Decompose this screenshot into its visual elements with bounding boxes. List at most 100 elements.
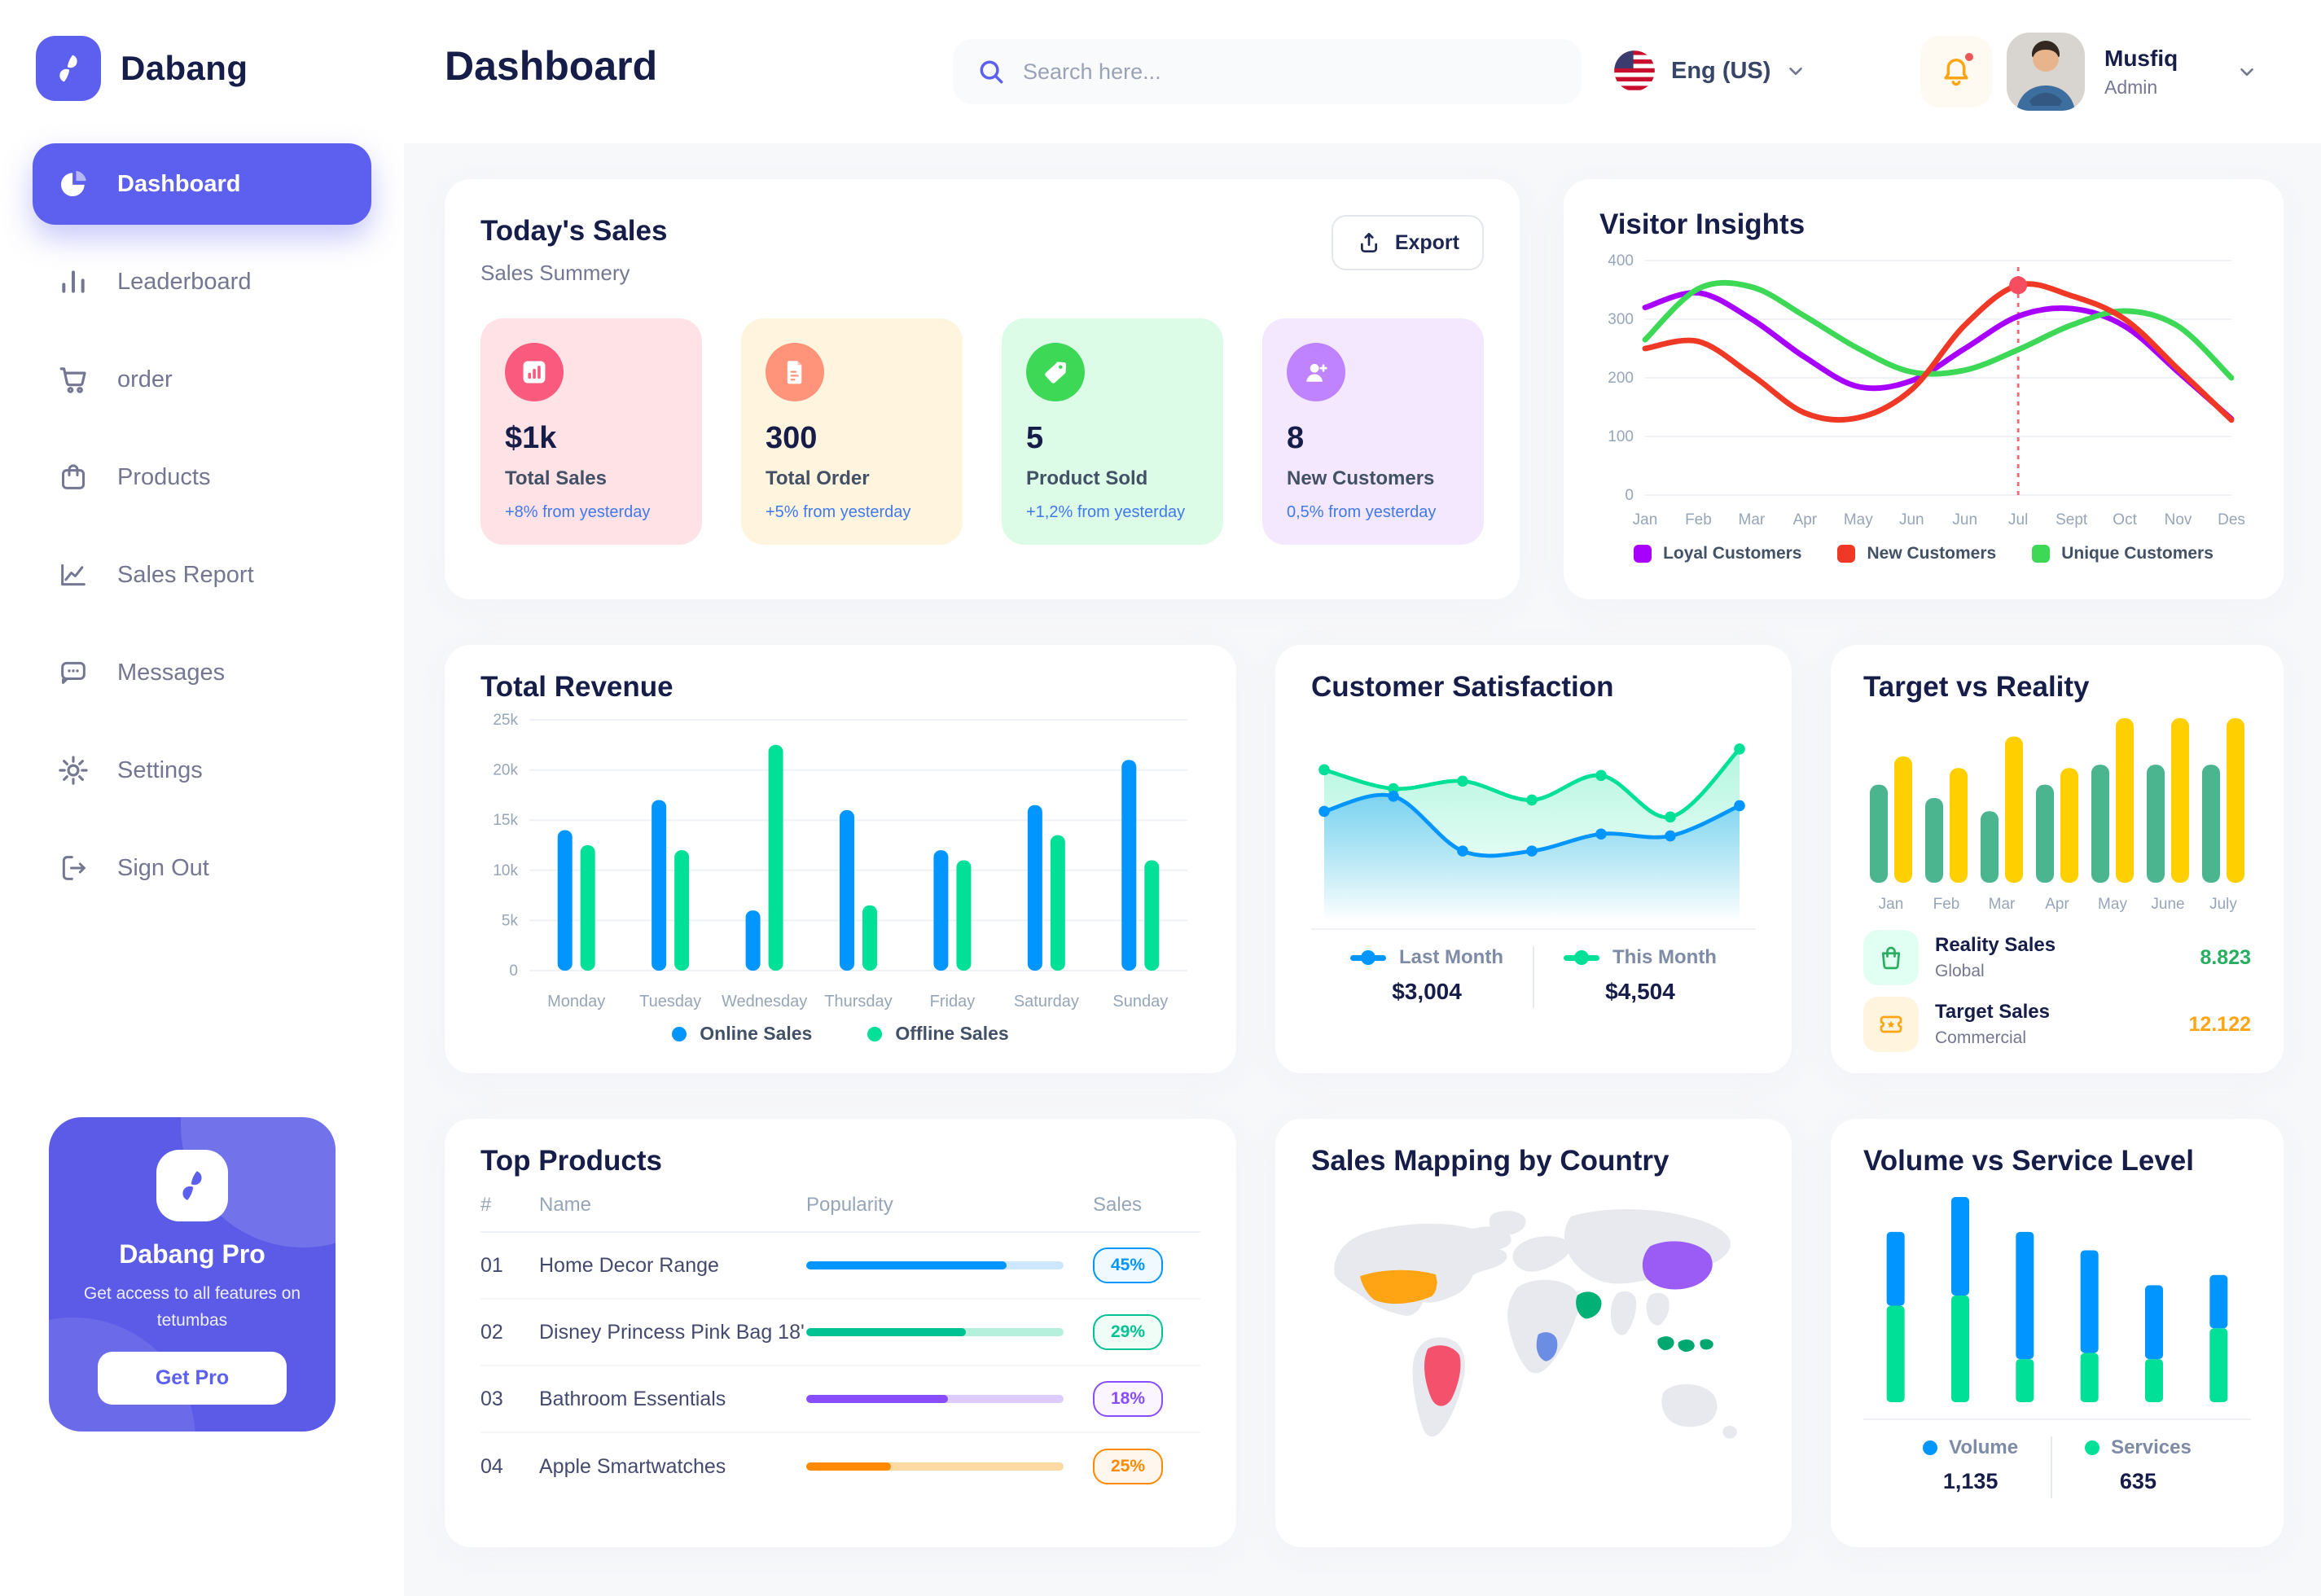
popularity-bar bbox=[806, 1261, 1064, 1269]
notification-badge bbox=[1963, 50, 1976, 64]
stat-card-product-sold: 5 Product Sold +1,2% from yesterday bbox=[1002, 318, 1223, 545]
table-row[interactable]: 03 Bathroom Essentials 18% bbox=[480, 1366, 1200, 1433]
map-country-indonesia bbox=[1657, 1336, 1713, 1353]
brand-logo-icon bbox=[36, 36, 101, 101]
sidebar-item-messages[interactable]: Messages bbox=[33, 632, 371, 713]
svg-text:Jun: Jun bbox=[1899, 511, 1924, 528]
sidebar-item-products[interactable]: Products bbox=[33, 436, 371, 518]
map-country-china bbox=[1642, 1241, 1713, 1290]
svg-text:Jul: Jul bbox=[2008, 511, 2028, 528]
get-pro-button[interactable]: Get Pro bbox=[98, 1352, 287, 1405]
stat-label: Total Sales bbox=[505, 467, 607, 489]
total-revenue-legend: Online Sales Offline Sales bbox=[480, 1023, 1200, 1045]
svg-text:300: 300 bbox=[1608, 311, 1634, 328]
volume-value: 1,135 bbox=[1942, 1469, 1999, 1493]
stat-value: 5 bbox=[1026, 421, 1044, 455]
svg-text:Mar: Mar bbox=[1739, 511, 1766, 528]
product-num: 02 bbox=[480, 1320, 503, 1344]
sidebar-item-settings[interactable]: Settings bbox=[33, 730, 371, 811]
language-selector[interactable]: Eng (US) bbox=[1612, 49, 1806, 93]
last-month-value: $3,004 bbox=[1392, 979, 1462, 1004]
svg-text:Monday: Monday bbox=[547, 993, 605, 1011]
svg-text:Wednesday: Wednesday bbox=[722, 993, 807, 1011]
unique-customers-swatch bbox=[2032, 545, 2051, 563]
todays-sales-subtitle: Sales Summery bbox=[480, 261, 630, 285]
svg-text:June: June bbox=[2151, 896, 2184, 913]
stat-cards: $1k Total Sales +8% from yesterday 300 T… bbox=[480, 318, 1484, 545]
legend-label: Offline Sales bbox=[895, 1023, 1009, 1044]
stat-value: 8 bbox=[1287, 421, 1305, 455]
customer-satisfaction-legend: Last Month $3,004 This Month $4,504 bbox=[1311, 946, 1756, 1008]
legend-label: Unique Customers bbox=[2061, 544, 2214, 563]
sidebar-item-sign-out[interactable]: Sign Out bbox=[33, 827, 371, 909]
pro-logo-icon bbox=[156, 1150, 228, 1221]
total-revenue-title: Total Revenue bbox=[480, 671, 673, 703]
volume-service-card: Volume vs Service Level Volume 1,135 Ser… bbox=[1831, 1119, 2284, 1547]
product-name: Bathroom Essentials bbox=[539, 1387, 726, 1410]
stat-label: New Customers bbox=[1287, 467, 1435, 489]
sales-badge: 25% bbox=[1093, 1449, 1164, 1484]
sidebar-item-dashboard[interactable]: Dashboard bbox=[33, 143, 371, 225]
bag-icon bbox=[1863, 930, 1919, 985]
tag-icon bbox=[1026, 343, 1085, 401]
user-role: Admin bbox=[2104, 76, 2158, 98]
stat-delta: +1,2% from yesterday bbox=[1026, 503, 1186, 521]
legend-label: Volume bbox=[1949, 1436, 2019, 1458]
svg-text:10k: 10k bbox=[493, 862, 518, 879]
svg-text:May: May bbox=[1844, 511, 1873, 528]
sidebar-item-order[interactable]: order bbox=[33, 339, 371, 420]
svg-text:Apr: Apr bbox=[1793, 511, 1818, 528]
sidebar-item-label: order bbox=[117, 366, 173, 392]
svg-text:Des: Des bbox=[2218, 511, 2245, 528]
col-header-name: Name bbox=[539, 1194, 592, 1216]
export-button[interactable]: Export bbox=[1331, 215, 1484, 270]
svg-text:Jan: Jan bbox=[1633, 511, 1658, 528]
receipt-icon bbox=[766, 343, 824, 401]
legend-label: Loyal Customers bbox=[1663, 544, 1802, 563]
total-revenue-card: Total Revenue 0 5k 10k 15k 20k 25k Monday Tuesd… bbox=[445, 645, 1236, 1073]
stat-value: $1k bbox=[505, 421, 557, 455]
export-label: Export bbox=[1394, 230, 1459, 254]
user-profile[interactable]: Musfiq Admin bbox=[2007, 33, 2257, 111]
pro-title: Dabang Pro bbox=[119, 1239, 265, 1269]
sidebar-item-label: Sign Out bbox=[117, 854, 209, 881]
svg-text:200: 200 bbox=[1608, 370, 1634, 387]
pro-upgrade-card: Dabang Pro Get access to all features on… bbox=[49, 1117, 336, 1432]
table-row[interactable]: 04 Apple Smartwatches 25% bbox=[480, 1433, 1200, 1500]
volume-service-legend: Volume 1,135 Services 635 bbox=[1863, 1436, 2251, 1498]
search-bar bbox=[953, 39, 1582, 104]
visitor-insights-chart: 0 100 200 300 400 Jan Feb Mar Apr May Jun Jun Jul Sep… bbox=[1599, 248, 2248, 537]
search-input[interactable] bbox=[1023, 59, 1559, 85]
bell-icon bbox=[1938, 54, 1974, 90]
legend-sub: Commercial bbox=[1935, 1028, 2027, 1047]
map-country-dr-congo bbox=[1536, 1332, 1558, 1361]
table-row[interactable]: 01 Home Decor Range 45% bbox=[480, 1233, 1200, 1300]
chevron-down-icon bbox=[2236, 61, 2257, 82]
top-products-title: Top Products bbox=[480, 1145, 662, 1177]
svg-text:Sunday: Sunday bbox=[1112, 993, 1168, 1011]
sidebar-item-sales-report[interactable]: Sales Report bbox=[33, 534, 371, 616]
stat-label: Product Sold bbox=[1026, 467, 1148, 489]
popularity-bar bbox=[806, 1395, 1064, 1403]
world-map bbox=[1311, 1184, 1756, 1477]
stat-card-total-sales: $1k Total Sales +8% from yesterday bbox=[480, 318, 702, 545]
sign-out-icon bbox=[55, 850, 91, 886]
sidebar-item-leaderboard[interactable]: Leaderboard bbox=[33, 241, 371, 322]
stat-card-total-order: 300 Total Order +5% from yesterday bbox=[741, 318, 963, 545]
sales-mapping-card: Sales Mapping by Country bbox=[1275, 1119, 1792, 1547]
customer-satisfaction-card: Customer Satisfaction Last Month $3,004 … bbox=[1275, 645, 1792, 1073]
legend-sub: Global bbox=[1935, 962, 1985, 980]
top-products-card: Top Products # Name Popularity Sales 01 … bbox=[445, 1119, 1236, 1547]
product-name: Home Decor Range bbox=[539, 1253, 719, 1277]
legend-label: Services bbox=[2111, 1436, 2192, 1458]
notification-button[interactable] bbox=[1920, 36, 1992, 107]
table-row[interactable]: 02 Disney Princess Pink Bag 18' 29% bbox=[480, 1300, 1200, 1366]
sales-badge: 29% bbox=[1093, 1314, 1164, 1350]
target-vs-reality-chart: Jan Feb Mar Apr May June July bbox=[1863, 710, 2251, 919]
us-flag-icon bbox=[1612, 49, 1656, 93]
stat-delta: +5% from yesterday bbox=[766, 503, 911, 521]
sidebar-item-label: Dashboard bbox=[117, 170, 241, 197]
new-customers-swatch bbox=[1837, 545, 1856, 563]
total-revenue-chart: 0 5k 10k 15k 20k 25k Monday Tuesday Wednesday Thu… bbox=[480, 710, 1200, 1019]
legend-label: This Month bbox=[1612, 946, 1717, 968]
